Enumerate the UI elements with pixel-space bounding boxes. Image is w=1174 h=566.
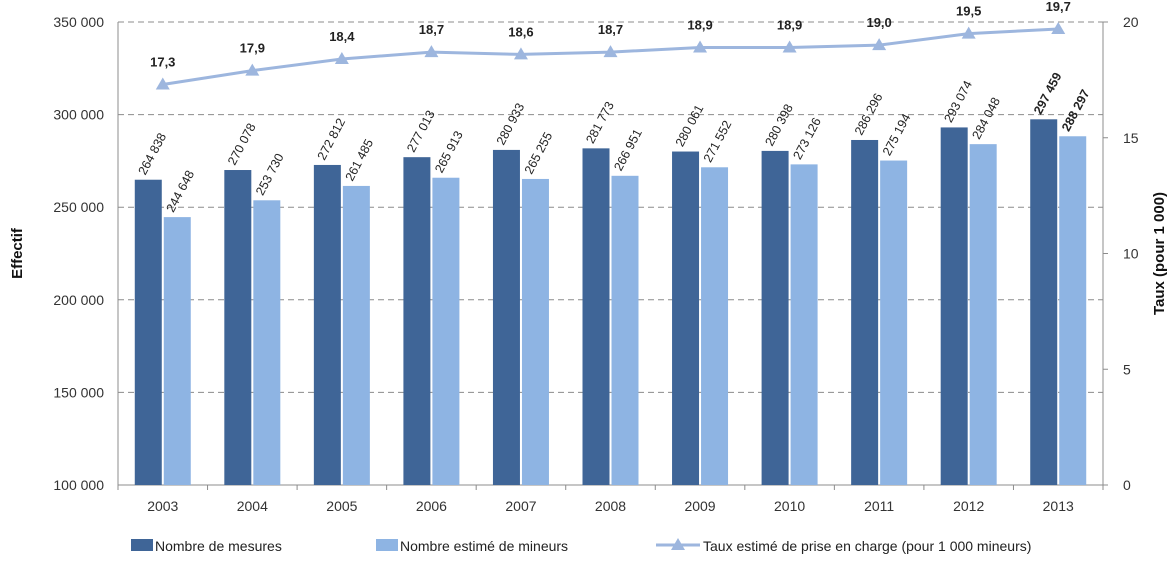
bar-data-label: 280 061 [673, 102, 707, 149]
rate-data-label: 19,7 [1046, 0, 1071, 14]
rate-point [872, 38, 887, 51]
bar-nombre-estime-de-mineurs [1059, 136, 1087, 485]
y-tick-label: 350 000 [53, 14, 104, 30]
rate-point [155, 77, 170, 90]
legend-swatch-rate-marker [671, 538, 685, 550]
rate-data-label: 17,9 [240, 41, 265, 56]
bar-data-label: 281 773 [583, 99, 617, 146]
bar-nombre-de-mesures [582, 148, 610, 486]
rate-data-label: 18,9 [777, 17, 802, 32]
legend-label: Taux estimé de prise en charge (pour 1 0… [703, 538, 1031, 554]
legend-swatch-nombre-de-mesures [131, 539, 153, 551]
rate-point [334, 52, 349, 65]
x-tick-label: 2013 [1043, 498, 1074, 514]
bar-nombre-estime-de-mineurs [969, 144, 997, 485]
bar-nombre-estime-de-mineurs [253, 200, 281, 485]
y-tick-right-label: 15 [1123, 130, 1139, 146]
bar-nombre-de-mesures [851, 139, 879, 486]
rate-data-label: 18,7 [598, 22, 623, 37]
rate-point [513, 47, 528, 60]
bar-data-label: 270 078 [225, 121, 259, 168]
y-tick-label: 300 000 [53, 107, 104, 123]
y-axis-title: Effectif [9, 227, 26, 279]
bar-data-label: 271 552 [701, 118, 735, 165]
x-tick-label: 2006 [416, 498, 447, 514]
bar-nombre-de-mesures [224, 170, 252, 485]
bar-nombre-estime-de-mineurs [163, 217, 191, 485]
x-tick-label: 2012 [953, 498, 984, 514]
bar-data-label: 288 297 [1059, 87, 1093, 134]
rate-data-label: 17,3 [150, 55, 175, 70]
rate-point [961, 26, 976, 39]
y-tick-right-label: 10 [1123, 246, 1139, 262]
bar-nombre-estime-de-mineurs [521, 178, 549, 485]
y-tick-right-label: 0 [1123, 477, 1131, 493]
bar-nombre-de-mesures [1030, 119, 1058, 485]
x-tick-label: 2011 [864, 498, 894, 514]
bar-data-label: 272 812 [315, 116, 349, 163]
y-tick-label: 200 000 [53, 292, 104, 308]
bar-data-label: 253 730 [253, 151, 287, 198]
x-tick-label: 2003 [147, 498, 178, 514]
legend-label: Nombre de mesures [155, 538, 282, 554]
bar-nombre-de-mesures [134, 179, 162, 485]
rate-data-label: 18,7 [419, 22, 444, 37]
bar-nombre-de-mesures [492, 149, 520, 485]
bar-data-label: 280 398 [762, 102, 796, 149]
rate-point [424, 45, 439, 58]
rate-data-label: 18,9 [687, 17, 712, 32]
x-tick-label: 2008 [595, 498, 626, 514]
bar-data-label: 261 485 [343, 137, 377, 184]
bar-nombre-estime-de-mineurs [342, 185, 370, 485]
rate-data-label: 19,5 [956, 4, 981, 19]
rate-point [782, 40, 797, 53]
bar-data-label: 265 913 [432, 129, 466, 176]
y-tick-label: 250 000 [53, 199, 104, 215]
bar-nombre-de-mesures [761, 150, 789, 486]
rate-data-label: 19,0 [866, 15, 891, 30]
x-tick-label: 2009 [684, 498, 715, 514]
bar-data-label: 297 459 [1031, 70, 1065, 117]
rate-point [245, 63, 260, 76]
rate-point [693, 40, 708, 53]
rate-data-label: 18,6 [508, 24, 533, 39]
y-tick-label: 100 000 [53, 477, 104, 493]
bar-data-label: 280 933 [494, 101, 528, 148]
x-tick-label: 2004 [237, 498, 268, 514]
bar-data-label: 264 838 [136, 131, 170, 178]
bar-data-label: 284 048 [969, 95, 1003, 142]
x-tick-label: 2005 [326, 498, 357, 514]
rate-point [603, 45, 618, 58]
y-tick-right-label: 5 [1123, 361, 1131, 377]
bar-nombre-de-mesures [403, 157, 431, 485]
legend-label: Nombre estimé de mineurs [400, 538, 568, 554]
x-tick-label: 2010 [774, 498, 805, 514]
bar-data-label: 265 255 [522, 130, 556, 177]
rate-data-label: 18,4 [329, 29, 355, 44]
y-tick-label: 150 000 [53, 384, 104, 400]
bar-nombre-estime-de-mineurs [611, 175, 639, 485]
bar-nombre-de-mesures [672, 151, 700, 485]
bar-nombre-estime-de-mineurs [432, 177, 460, 485]
bar-data-label: 266 951 [611, 127, 645, 174]
bar-nombre-estime-de-mineurs [880, 160, 908, 485]
bar-data-label: 273 126 [790, 115, 824, 162]
rate-point [1051, 21, 1066, 34]
x-tick-label: 2007 [505, 498, 536, 514]
bar-data-label: 293 074 [941, 78, 975, 125]
bar-nombre-estime-de-mineurs [790, 164, 818, 485]
bar-nombre-de-mesures [313, 164, 341, 485]
bar-data-label: 275 194 [880, 111, 914, 158]
bar-nombre-de-mesures [940, 127, 968, 486]
legend-swatch-nombre-estime-de-mineurs [376, 539, 398, 551]
y-tick-right-label: 20 [1123, 14, 1139, 30]
y-axis-right-title: Taux (pour 1 000) [1151, 192, 1168, 315]
bar-nombre-estime-de-mineurs [701, 167, 729, 485]
